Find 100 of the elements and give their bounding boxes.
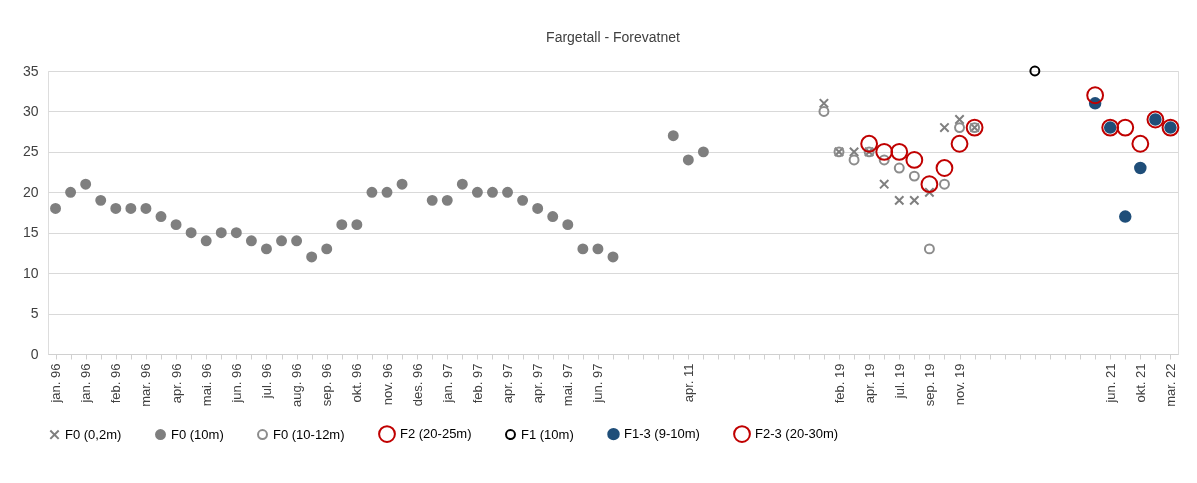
x-tick-label: jan. 96 — [48, 363, 64, 404]
x-tick-label: apr. 19 — [861, 363, 877, 404]
point — [860, 134, 879, 153]
x-tick-label: aug. 96 — [289, 363, 305, 407]
point — [894, 195, 905, 206]
point — [306, 251, 318, 263]
point — [260, 243, 272, 255]
legend-label: F0 (10m) — [171, 426, 224, 442]
point — [818, 98, 830, 109]
x-tick-label: mar. 96 — [138, 363, 154, 407]
point — [321, 243, 333, 255]
legend-label: F2-3 (20-30m) — [755, 426, 839, 442]
x-tick-label: feb. 97 — [469, 363, 485, 404]
y-tick-label: 15 — [22, 224, 39, 241]
point — [65, 186, 77, 198]
x-tick-label: feb. 96 — [108, 363, 124, 404]
x-tick-label: mai. 96 — [198, 363, 214, 407]
point — [80, 178, 92, 190]
point — [562, 219, 574, 231]
point — [1086, 86, 1105, 105]
point — [667, 130, 679, 142]
x-tick-label: apr. 11 — [680, 363, 696, 403]
point — [517, 194, 529, 206]
y-tick-label: 5 — [30, 305, 39, 322]
point — [1134, 161, 1147, 175]
point — [185, 227, 197, 239]
legend-label: F1 (10m) — [521, 426, 574, 442]
point — [939, 122, 950, 133]
chart-title: Fargetall - Forevatnet — [546, 28, 681, 45]
point — [125, 202, 137, 214]
point — [230, 227, 242, 239]
x-tick-label: okt. 96 — [349, 363, 365, 403]
point — [95, 194, 107, 206]
point — [890, 142, 909, 161]
x-tick-label: apr. 96 — [168, 363, 184, 404]
y-tick-label: 10 — [22, 264, 39, 281]
point — [905, 151, 924, 169]
x-tick-label: apr. 97 — [500, 363, 516, 404]
point — [245, 235, 257, 247]
point — [502, 186, 514, 198]
point — [336, 219, 348, 231]
legend-label: F2 (20-25m) — [400, 426, 472, 442]
point — [50, 202, 62, 214]
x-tick-label: mar. 22 — [1162, 363, 1178, 407]
point — [155, 211, 167, 223]
point — [818, 105, 830, 117]
point — [607, 251, 619, 263]
x-tick-label: feb. 19 — [831, 363, 847, 404]
y-tick-label: 30 — [22, 102, 39, 119]
point — [547, 211, 559, 223]
y-tick-label: 20 — [22, 183, 39, 200]
point — [577, 243, 589, 255]
legend-label: F1-3 (9-10m) — [624, 426, 700, 442]
point — [908, 170, 920, 182]
point — [893, 162, 905, 174]
x-tick-label: jan. 97 — [439, 363, 455, 404]
point — [1029, 65, 1041, 77]
y-tick-label: 0 — [30, 345, 39, 362]
point — [875, 142, 894, 161]
x-tick-label: nov. 19 — [952, 363, 968, 406]
point — [592, 243, 604, 255]
x-tick-label: jan. 96 — [78, 363, 94, 404]
point — [923, 243, 935, 255]
x-tick-label: jun. 21 — [1102, 363, 1118, 404]
point — [954, 122, 966, 134]
point — [938, 178, 950, 190]
point — [950, 134, 969, 153]
y-tick-label: 25 — [22, 143, 39, 160]
point — [471, 186, 483, 198]
point — [878, 154, 890, 166]
point — [486, 186, 498, 198]
point — [276, 235, 288, 247]
point — [426, 194, 438, 206]
point — [682, 154, 694, 166]
point — [396, 178, 408, 190]
legend-label: F0 (0,2m) — [65, 426, 122, 442]
point — [965, 118, 984, 137]
point — [1116, 118, 1135, 137]
point — [1119, 210, 1132, 223]
point — [879, 179, 890, 190]
point — [532, 202, 544, 214]
x-tick-label: sep. 96 — [319, 363, 335, 407]
point — [935, 159, 954, 177]
point — [909, 195, 920, 206]
point — [848, 154, 860, 166]
point — [215, 227, 227, 239]
point — [1131, 134, 1150, 153]
point — [351, 219, 363, 231]
point — [456, 178, 468, 190]
point — [366, 186, 378, 198]
point — [110, 202, 122, 214]
point — [170, 219, 182, 231]
x-tick-label: jul. 19 — [891, 363, 907, 400]
point — [140, 202, 152, 214]
x-tick-label: des. 96 — [409, 363, 425, 407]
point — [441, 194, 453, 206]
point — [200, 235, 212, 247]
legend-label: F0 (10-12m) — [273, 426, 345, 442]
x-tick-label: apr. 97 — [530, 363, 546, 404]
x-tick-label: okt. 21 — [1132, 363, 1148, 403]
